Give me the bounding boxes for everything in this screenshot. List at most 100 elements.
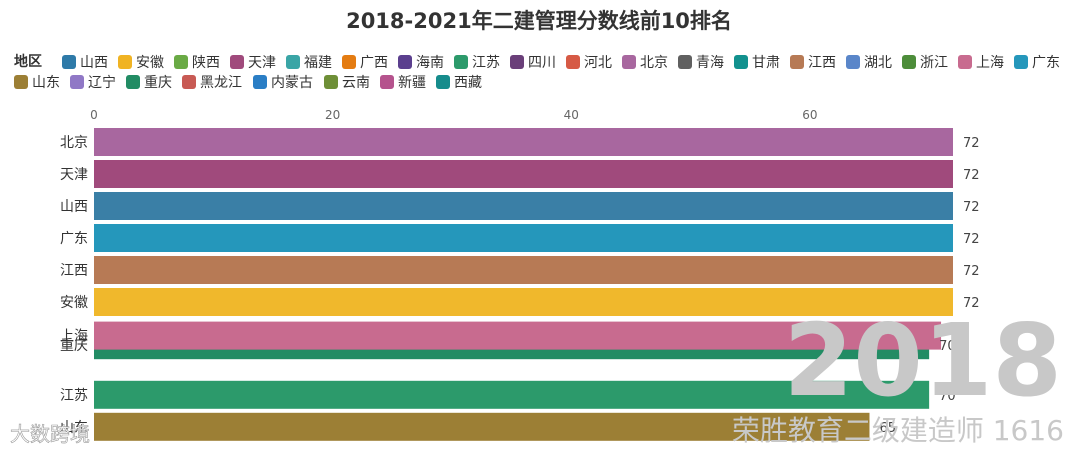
legend-item[interactable]: 湖北 <box>846 55 892 71</box>
legend-swatch <box>14 75 28 89</box>
legend-label: 甘肃 <box>752 55 780 71</box>
legend-swatch <box>342 55 356 69</box>
bars <box>94 128 953 441</box>
legend-swatch <box>436 75 450 89</box>
legend-label: 青海 <box>696 55 724 71</box>
category-label: 江苏 <box>60 388 88 404</box>
legend-item[interactable]: 天津 <box>230 55 276 71</box>
bar[interactable] <box>94 412 870 441</box>
legend-swatch <box>734 55 748 69</box>
legend-swatch <box>622 55 636 69</box>
legend-item[interactable]: 江西 <box>790 55 836 71</box>
legend-label: 新疆 <box>398 75 426 91</box>
bar[interactable] <box>94 224 953 252</box>
legend-label: 西藏 <box>454 75 482 91</box>
legend-item[interactable]: 黑龙江 <box>182 75 242 91</box>
legend-swatch <box>324 75 338 89</box>
legend-label: 山东 <box>32 75 60 91</box>
legend-item[interactable]: 云南 <box>324 75 370 91</box>
legend-item[interactable]: 河北 <box>566 55 612 71</box>
legend-item[interactable]: 安徽 <box>118 55 164 71</box>
value-label: 65 <box>879 421 896 436</box>
legend-item[interactable]: 江苏 <box>454 55 500 71</box>
bar[interactable] <box>94 380 930 409</box>
category-label: 江西 <box>60 263 88 279</box>
legend-swatch <box>902 55 916 69</box>
legend-item[interactable]: 上海 <box>958 55 1004 71</box>
legend-swatch <box>70 75 84 89</box>
legend-item[interactable]: 山西 <box>62 55 108 71</box>
legend-item[interactable]: 福建 <box>286 55 332 71</box>
value-label: 72 <box>963 200 980 215</box>
value-label: 72 <box>963 296 980 311</box>
legend-swatch <box>174 55 188 69</box>
legend-label: 湖北 <box>864 55 892 71</box>
legend-item[interactable]: 辽宁 <box>70 74 116 91</box>
legend-item[interactable]: 甘肃 <box>734 55 780 71</box>
bar[interactable] <box>94 128 953 156</box>
x-tick-label: 20 <box>325 108 340 122</box>
legend-item[interactable]: 海南 <box>398 55 444 71</box>
legend-swatch <box>958 55 972 69</box>
legend-swatch <box>182 75 196 89</box>
category-label: 天津 <box>60 167 88 183</box>
legend-swatch <box>286 55 300 69</box>
legend-swatch <box>118 55 132 69</box>
legend-label: 浙江 <box>920 55 948 71</box>
bar[interactable] <box>94 192 953 220</box>
value-label: 72 <box>963 232 980 247</box>
legend-item[interactable]: 山东 <box>14 75 60 91</box>
corner-watermark: 大数跨境 <box>10 422 90 446</box>
legend-swatch <box>566 55 580 69</box>
legend-label: 陕西 <box>192 55 220 71</box>
legend-item[interactable]: 浙江 <box>902 55 948 71</box>
bar[interactable] <box>94 321 942 350</box>
legend-item[interactable]: 西藏 <box>436 75 482 91</box>
legend-label: 安徽 <box>136 55 164 71</box>
legend-swatch <box>230 55 244 69</box>
category-label: 山西 <box>60 199 88 215</box>
legend-item[interactable]: 新疆 <box>380 75 426 91</box>
legend-label: 福建 <box>304 55 332 71</box>
legend-label: 北京 <box>640 55 668 71</box>
legend-label: 广东 <box>1032 55 1060 71</box>
legend-swatch <box>380 75 394 89</box>
legend-label: 广西 <box>360 55 388 71</box>
category-label: 上海 <box>60 329 88 345</box>
legend-label: 天津 <box>248 55 276 71</box>
x-axis: 0 20 40 60 <box>90 108 817 122</box>
legend-swatch <box>678 55 692 69</box>
legend-label: 河北 <box>584 55 612 71</box>
legend-item[interactable]: 广东 <box>1014 55 1060 71</box>
legend-item[interactable]: 青海 <box>678 55 724 71</box>
legend-label: 海南 <box>416 55 444 71</box>
legend-item[interactable]: 内蒙古 <box>253 75 313 91</box>
bar[interactable] <box>94 160 953 188</box>
legend-item[interactable]: 四川 <box>510 55 556 71</box>
legend-label: 内蒙古 <box>271 75 313 91</box>
legend-swatch <box>1014 55 1028 69</box>
legend-label: 上海 <box>976 55 1004 71</box>
legend-item[interactable]: 广西 <box>342 55 388 71</box>
value-label: 72 <box>963 264 980 279</box>
legend-swatch <box>62 55 76 69</box>
legend-item[interactable]: 陕西 <box>174 55 220 71</box>
legend-label: 黑龙江 <box>200 75 242 91</box>
category-label: 广东 <box>60 231 88 247</box>
legend-swatch <box>454 55 468 69</box>
category-label: 安徽 <box>60 295 88 311</box>
legend-title: 地区 <box>14 53 42 70</box>
legend-swatch <box>510 55 524 69</box>
value-label: 72 <box>963 168 980 183</box>
bar[interactable] <box>94 256 953 284</box>
bar[interactable] <box>94 288 953 316</box>
legend-label: 江西 <box>808 55 836 71</box>
legend-label: 云南 <box>342 75 370 91</box>
value-label: 72 <box>963 136 980 151</box>
legend-swatch <box>253 75 267 89</box>
legend-item[interactable]: 重庆 <box>126 75 172 91</box>
legend-label: 江苏 <box>472 55 500 71</box>
legend-item[interactable]: 北京 <box>622 55 668 71</box>
